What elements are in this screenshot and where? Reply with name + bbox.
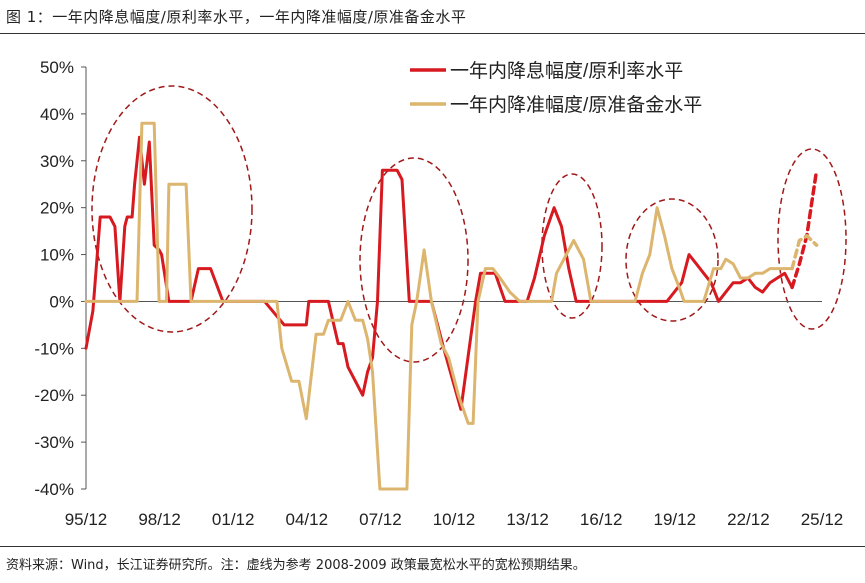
x-tick-label: 25/12 [801,510,844,529]
x-tick-label: 22/12 [727,510,770,529]
legend-label: 一年内降息幅度/原利率水平 [450,60,683,82]
y-tick-label: 0% [49,292,74,311]
x-tick-label: 10/12 [433,510,476,529]
y-tick-label: -30% [34,433,74,452]
series-line-rrr-expected [790,234,819,271]
highlight-ellipse-2 [359,157,469,363]
series-line-rate-expected [790,168,819,290]
y-tick-label: 20% [40,199,74,218]
chart-axes: 50% 40% 30% 20% 10% 0% -10% -20% -30% -40% 95/12 98… [34,58,843,529]
y-tick-label: 40% [40,105,74,124]
x-tick-label: 01/12 [212,510,255,529]
series-layer [84,121,819,491]
x-tick-label: 13/12 [506,510,549,529]
y-tick-label: 10% [40,246,74,265]
highlight-ellipse-4 [625,198,719,322]
x-tick-label: 19/12 [654,510,697,529]
series-line-rrr-cut [84,121,794,491]
x-tick-label: 16/12 [580,510,623,529]
line-chart: 50% 40% 30% 20% 10% 0% -10% -20% -30% -40% 95/12 98… [34,58,847,529]
y-tick-label: 50% [40,58,74,77]
highlight-ellipses [91,85,847,363]
y-tick-label: 30% [40,152,74,171]
series-line-rate-cut [84,135,794,411]
bottom-rule [0,546,865,547]
x-tick-label: 07/12 [359,510,402,529]
highlight-ellipse-1 [91,85,253,333]
y-tick-label: -10% [34,339,74,358]
y-tick-label: -40% [34,480,74,499]
figure-title: 图 1：一年内降息幅度/原利率水平，一年内降准幅度/原准备金水平 [6,8,467,26]
source-note: 资料来源：Wind，长江证券研究所。注：虚线为参考 2008-2009 政策最宽… [6,558,586,573]
legend-label: 一年内降准幅度/原准备金水平 [450,94,702,116]
x-tick-label: 04/12 [286,510,329,529]
x-tick-label: 98/12 [138,510,181,529]
top-rule [0,33,865,34]
x-tick-label: 95/12 [65,510,108,529]
highlight-ellipse-3 [541,173,603,319]
y-tick-label: -20% [34,386,74,405]
highlight-ellipse-5 [777,148,847,330]
